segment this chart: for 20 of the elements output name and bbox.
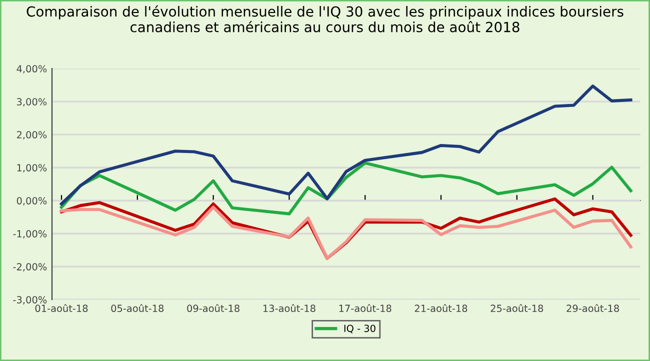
x-tick-label: 17-août-18 bbox=[339, 304, 392, 312]
y-tick-label: -2,00% bbox=[13, 263, 47, 272]
x-tick-label: 21-août-18 bbox=[414, 304, 468, 312]
legend-label: IQ - 30 bbox=[344, 324, 376, 334]
line-series bbox=[60, 84, 632, 206]
x-tick-label: 01-août-18 bbox=[35, 304, 88, 312]
y-tick-label: 3,00% bbox=[16, 98, 47, 106]
x-tick-label: 09-août-18 bbox=[187, 304, 240, 312]
x-tick-label: 29-août-18 bbox=[566, 304, 619, 312]
line-series bbox=[60, 161, 632, 216]
y-tick-label: 4,00% bbox=[16, 65, 47, 74]
y-tick-label: -3,00% bbox=[13, 296, 47, 304]
x-tick-label: 05-août-18 bbox=[111, 304, 164, 312]
y-tick-label: 0,00% bbox=[16, 197, 47, 206]
x-tick-label: 13-août-18 bbox=[263, 304, 316, 312]
y-tick-label: -1,00% bbox=[13, 230, 47, 238]
y-tick-label: 1,00% bbox=[17, 164, 47, 172]
y-tick-label: 2,00% bbox=[16, 131, 47, 140]
x-tick-label: 25-août-18 bbox=[490, 304, 544, 312]
chart-title: Comparaison de l'évolution mensuelle de l'IQ 30 avec les principaux indices boursiers canadiens et américains au cours du mois de août 2018 bbox=[26, 5, 624, 32]
